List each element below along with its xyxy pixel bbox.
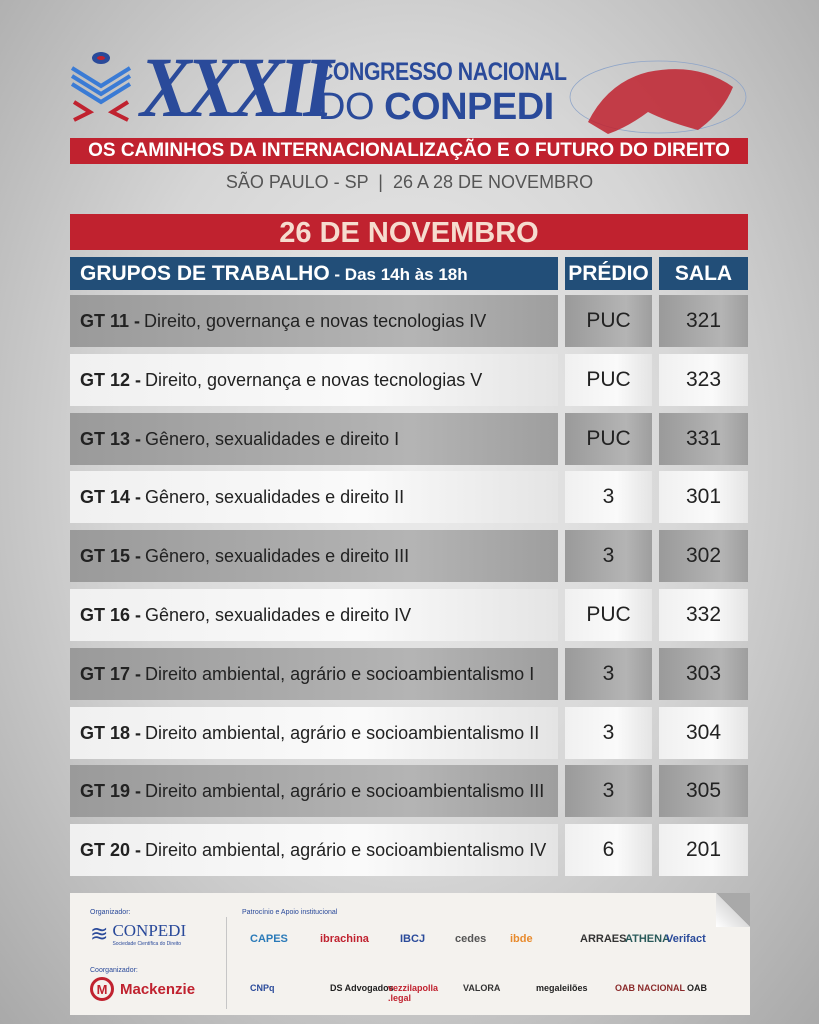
conpedi-footer-logo: ≋ CONPEDI Sociedade Científica do Direit… <box>90 921 186 947</box>
mackenzie-m-icon: M <box>90 977 114 1001</box>
group-name: Direito ambiental, agrário e socioambien… <box>145 663 535 684</box>
group-cell: GT 15 - Gênero, sexualidades e direito II… <box>70 530 558 583</box>
sponsors-footer: Organizador: ≋ CONPEDI Sociedade Científ… <box>70 893 750 1015</box>
group-name: Gênero, sexualidades e direito IV <box>145 605 412 625</box>
room-cell: 331 <box>659 412 748 465</box>
edition-numeral: XXXII <box>140 39 334 135</box>
group-cell: GT 12 - Direito, governança e novas tecno… <box>70 353 558 406</box>
group-code: GT 11 - <box>80 311 141 331</box>
sponsor-logo: ibrachina <box>320 933 369 945</box>
sponsor-logo: CNPq <box>250 983 275 993</box>
group-name: Gênero, sexualidades e direito I <box>145 428 400 449</box>
coorganizer-label: Coorganizador: <box>90 967 138 974</box>
group-name: Direito, governança e novas tecnologias … <box>145 369 483 390</box>
page-curl <box>716 893 750 927</box>
group-name: Direito ambiental, agrário e socioambien… <box>145 722 540 743</box>
conpedi-logo-icon <box>70 52 132 122</box>
time-label: - Das 14h às 18h <box>329 265 468 284</box>
title-line2: DO CONPEDI <box>318 86 554 129</box>
organizer-label: Organizador: <box>90 909 131 916</box>
sponsor-logo: ARRAES <box>580 933 627 945</box>
group-code: GT 13 - <box>80 428 142 449</box>
group-code: GT 15 - <box>80 546 142 567</box>
divider <box>226 917 227 1009</box>
group-cell: GT 19 - Direito ambiental, agrário e soci… <box>70 765 558 818</box>
sponsor-logo: ATHENA <box>625 933 671 945</box>
room-cell: 332 <box>659 589 748 641</box>
room-cell: 323 <box>659 353 748 406</box>
organizer-sub: Sociedade Científica do Direito <box>112 941 182 947</box>
day-banner: 26 DE NOVEMBRO <box>70 214 748 250</box>
group-code: GT 17 - <box>80 663 142 684</box>
group-cell: GT 20 - Direito ambiental, agrário e soci… <box>70 824 558 877</box>
coorganizer-name: Mackenzie <box>120 980 196 998</box>
group-name: Gênero, sexualidades e direito III <box>145 546 410 567</box>
organizer-name: CONPEDI <box>112 921 187 940</box>
room-cell: 305 <box>659 765 748 818</box>
room-cell: 302 <box>659 530 748 583</box>
building-cell: PUC <box>565 353 652 406</box>
room-cell: 301 <box>659 471 748 524</box>
group-cell: GT 18 - Direito ambiental, agrário e soci… <box>70 706 558 759</box>
sponsor-logo: DS Advogados <box>330 983 394 993</box>
group-code: GT 12 - <box>80 369 142 390</box>
group-name: Direito ambiental, agrário e socioambien… <box>145 840 547 861</box>
mackenzie-logo: M Mackenzie <box>90 977 195 1001</box>
building-cell: 6 <box>565 824 652 877</box>
group-code: GT 18 - <box>80 722 142 743</box>
title-conpedi: CONPEDI <box>384 86 554 128</box>
sponsor-logo: megaleilões <box>536 983 588 993</box>
group-code: GT 20 - <box>80 840 142 861</box>
sponsor-logo: OAB NACIONAL <box>615 983 685 993</box>
group-cell: GT 11 - Direito, governança e novas tecno… <box>70 295 558 347</box>
building-cell: PUC <box>565 589 652 641</box>
room-cell: 201 <box>659 824 748 877</box>
room-cell: 304 <box>659 706 748 759</box>
sponsor-logo: vezzilapolla .legal <box>388 983 439 1003</box>
sponsor-logo: Verifact <box>666 933 706 945</box>
column-header-groups: GRUPOS DE TRABALHO - Das 14h às 18h <box>70 257 558 290</box>
sponsors-label: Patrocínio e Apoio institucional <box>242 909 338 916</box>
title-do: DO <box>318 86 375 128</box>
group-cell: GT 14 - Gênero, sexualidades e direito II <box>70 471 558 524</box>
sponsor-logo: cedes <box>455 933 487 945</box>
sponsor-logo: VALORA <box>463 983 501 993</box>
room-cell: 321 <box>659 295 748 347</box>
group-code: GT 19 - <box>80 781 142 802</box>
globe-icon <box>569 60 747 134</box>
sponsor-logo: OAB <box>687 983 707 993</box>
sponsor-logo: ibde <box>510 933 533 945</box>
group-cell: GT 17 - Direito ambiental, agrário e soci… <box>70 647 558 700</box>
building-cell: 3 <box>565 530 652 583</box>
conpedi-mark-icon: ≋ <box>90 921 109 946</box>
group-name: Direito, governança e novas tecnologias … <box>144 311 487 331</box>
column-header-room: SALA <box>659 257 748 290</box>
group-cell: GT 16 - Gênero, sexualidades e direito IV <box>70 589 558 641</box>
column-header-building: PRÉDIO <box>565 257 652 290</box>
building-cell: 3 <box>565 471 652 524</box>
group-code: GT 16 - <box>80 605 142 625</box>
group-code: GT 14 - <box>80 487 142 508</box>
group-name: Direito ambiental, agrário e socioambien… <box>145 781 545 802</box>
building-cell: 3 <box>565 647 652 700</box>
sponsor-logo: CAPES <box>250 933 288 945</box>
location-dates: SÃO PAULO - SP | 26 A 28 DE NOVEMBRO <box>225 172 594 192</box>
building-cell: PUC <box>565 295 652 347</box>
building-cell: PUC <box>565 412 652 465</box>
group-cell: GT 13 - Gênero, sexualidades e direito I <box>70 412 558 465</box>
groups-label: GRUPOS DE TRABALHO <box>80 262 330 285</box>
sponsor-logo: IBCJ <box>400 933 426 945</box>
building-cell: 3 <box>565 706 652 759</box>
building-cell: 3 <box>565 765 652 818</box>
group-name: Gênero, sexualidades e direito II <box>145 487 405 508</box>
tagline-banner: OS CAMINHOS DA INTERNACIONALIZAÇÃO E O F… <box>70 138 748 164</box>
room-cell: 303 <box>659 647 748 700</box>
title-line1: CONGRESSO NACIONAL <box>318 58 567 86</box>
